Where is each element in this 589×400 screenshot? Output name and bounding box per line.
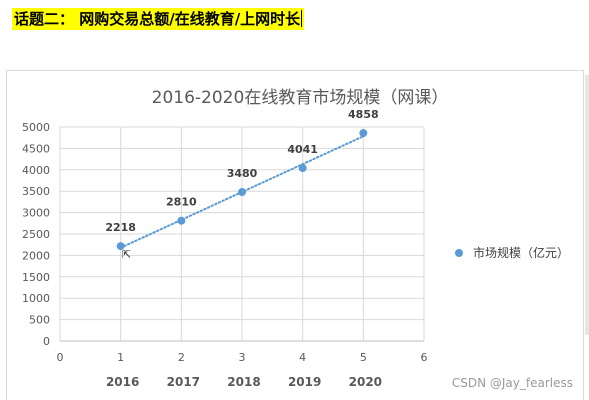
data-label: 3480 <box>227 167 258 180</box>
y-tick-label: 3000 <box>22 207 50 220</box>
data-point <box>116 242 125 251</box>
data-label: 4041 <box>287 143 318 156</box>
data-point <box>298 164 307 173</box>
year-label: 2018 <box>227 375 260 389</box>
watermark: CSDN @Jay_fearless <box>451 376 573 390</box>
data-labels: 2218 2810 3480 4041 4858 <box>105 108 378 234</box>
scrollbar-edge <box>585 75 589 335</box>
y-tick-label: 2500 <box>22 228 50 241</box>
y-tick-label: 1000 <box>22 292 50 305</box>
data-label: 4858 <box>348 108 379 121</box>
data-point <box>177 216 186 225</box>
chart-frame <box>6 70 584 400</box>
y-tick-label: 0 <box>43 335 50 348</box>
data-label: 2218 <box>105 221 136 234</box>
y-tick-label: 4000 <box>22 164 50 177</box>
chart-title: 2016-2020在线教育市场规模（网课） <box>152 88 449 108</box>
year-label: 2016 <box>106 375 139 389</box>
data-point <box>238 188 246 197</box>
gridlines <box>59 126 425 342</box>
year-labels: 2016 2017 2018 2019 2020 <box>106 375 382 389</box>
legend: 市场规模（亿元） <box>455 244 569 261</box>
y-tick-label: 4500 <box>22 142 50 155</box>
legend-marker-icon <box>455 248 463 257</box>
x-tick-label: 6 <box>421 351 428 364</box>
data-label: 2810 <box>166 196 197 209</box>
axes: 0 500 1000 1500 2000 2500 3000 3500 4000 4500 5000… <box>22 121 428 364</box>
y-tick-label: 500 <box>29 314 50 327</box>
mouse-pointer-icon: ⇱ <box>122 248 132 261</box>
year-label: 2020 <box>349 375 382 389</box>
x-tick-label: 1 <box>117 351 124 364</box>
y-tick-label: 3500 <box>22 185 50 198</box>
y-tick-label: 5000 <box>22 121 50 134</box>
data-point <box>359 129 368 138</box>
x-tick-label: 3 <box>239 351 246 364</box>
data-points <box>116 129 368 251</box>
y-tick-label: 2000 <box>22 249 50 262</box>
text-cursor-icon <box>301 10 303 27</box>
x-tick-label: 5 <box>360 351 367 364</box>
x-tick-label: 2 <box>178 351 185 364</box>
x-tick-label: 4 <box>299 351 306 364</box>
y-tick-label: 1500 <box>22 271 50 284</box>
topic-heading: 话题二： 网购交易总额/在线教育/上网时长 <box>12 8 305 30</box>
x-tick-label: 0 <box>57 351 64 364</box>
year-label: 2017 <box>167 375 200 389</box>
year-label: 2019 <box>288 375 321 389</box>
legend-label: 市场规模（亿元） <box>473 246 570 260</box>
